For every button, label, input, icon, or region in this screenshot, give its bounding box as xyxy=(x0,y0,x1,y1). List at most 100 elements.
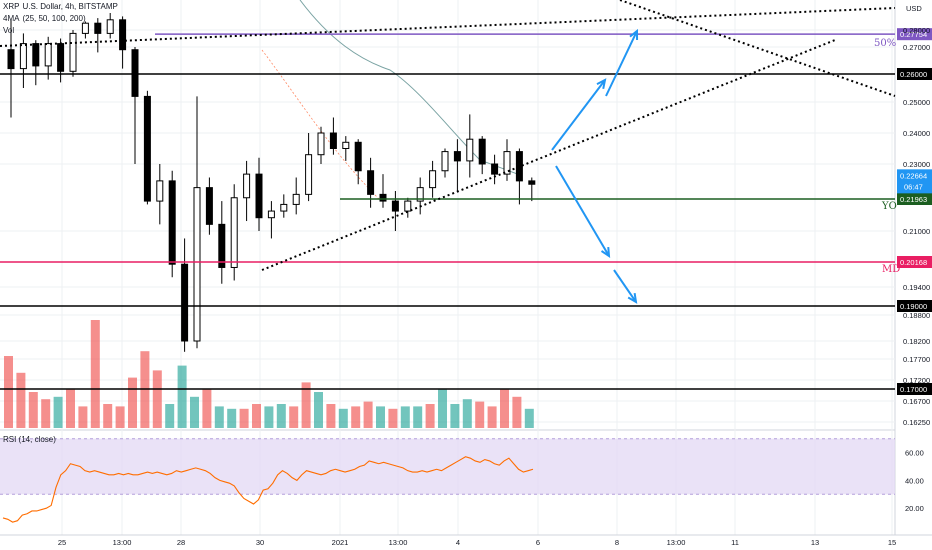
candle-body xyxy=(106,19,114,34)
candle-body xyxy=(441,151,449,172)
level-annotation: YO xyxy=(881,201,897,212)
level-annotation: 50% xyxy=(874,38,896,49)
candle-body xyxy=(515,151,523,182)
price-axis-label: 0.16700 xyxy=(903,397,930,406)
volume-bar xyxy=(301,382,311,428)
time-axis-label: 13:00 xyxy=(667,538,686,547)
volume-bar xyxy=(90,320,100,428)
candle-body xyxy=(379,193,387,202)
price-axis-label: 0.24000 xyxy=(903,129,930,138)
time-axis-label: 2021 xyxy=(332,538,349,547)
rsi-line xyxy=(2,456,534,523)
candle-body xyxy=(478,138,486,165)
volume-bar xyxy=(190,396,199,428)
candle-body xyxy=(230,197,238,268)
candle-body xyxy=(19,43,27,70)
time-axis-label: 6 xyxy=(536,538,540,547)
rsi-legend: RSI (14, close) xyxy=(3,435,59,444)
rsi-label: RSI (14, close) xyxy=(3,435,56,444)
candle-body xyxy=(143,95,151,202)
volume-bar xyxy=(252,404,261,428)
currency-label: USD xyxy=(906,4,922,13)
candle-body xyxy=(429,170,437,189)
time-axis-label: 8 xyxy=(615,538,619,547)
volume-label: Vol xyxy=(3,26,15,35)
time-axis-label: 25 xyxy=(58,538,66,547)
projection-arrow-up-2-head xyxy=(629,28,639,41)
volume-bar xyxy=(438,389,447,428)
candle-body xyxy=(94,22,102,34)
candle-body xyxy=(404,200,412,212)
price-axis-label: 0.18200 xyxy=(903,337,930,346)
volume-bar xyxy=(78,406,88,428)
volume-bar xyxy=(16,372,26,428)
price-level-tag xyxy=(897,28,932,41)
rsi-axis-label: 60.00 xyxy=(905,449,924,458)
candle-body xyxy=(267,210,275,219)
price-level-label: 0.27754 xyxy=(900,30,927,39)
time-axis-label: 11 xyxy=(731,538,739,547)
volume-bar xyxy=(165,404,175,428)
last-price-tag xyxy=(897,169,932,194)
volume-bar xyxy=(425,404,435,428)
candle-body xyxy=(329,132,337,149)
volume-bar xyxy=(239,408,249,428)
price-level-label: 0.17000 xyxy=(900,385,927,394)
candle-body xyxy=(354,141,362,172)
volume-bar xyxy=(128,377,137,428)
symbol-label: XRP xyxy=(3,2,20,11)
chart-legend-indicator: 4MA (25, 50, 100, 200) xyxy=(3,14,89,23)
candle-body xyxy=(466,138,474,162)
volume-bar xyxy=(103,404,113,428)
time-axis-label: 13 xyxy=(811,538,819,547)
volume-bar xyxy=(524,408,534,428)
volume-bar xyxy=(28,392,38,428)
price-axis-label: 0.27000 xyxy=(903,43,930,52)
rsi-axis-label: 20.00 xyxy=(905,504,924,513)
volume-bar xyxy=(66,389,75,428)
price-axis-label: 0.21000 xyxy=(903,227,930,236)
trendline-descending xyxy=(619,0,896,97)
indicator-params: (25, 50, 100, 200) xyxy=(22,14,86,23)
volume-bar xyxy=(376,406,385,428)
price-axis-label: 0.28000 xyxy=(903,26,930,35)
projection-arrow-up-1 xyxy=(551,79,606,151)
volume-bar xyxy=(400,406,410,428)
volume-bar xyxy=(276,404,286,428)
candle-body xyxy=(119,19,127,51)
candle-body xyxy=(243,173,251,199)
volume-bar xyxy=(326,404,336,428)
volume-bar xyxy=(177,365,187,428)
candle-body xyxy=(81,22,89,34)
candle-body xyxy=(453,151,461,162)
price-level-tag xyxy=(897,383,932,395)
candle-body xyxy=(44,43,52,67)
price-level-label: 0.21963 xyxy=(900,195,927,204)
candle-body xyxy=(181,263,189,342)
volume-bar xyxy=(227,408,237,428)
price-axis-label: 0.23000 xyxy=(903,160,930,169)
time-axis-label: 13:00 xyxy=(113,538,132,547)
volume-bar xyxy=(475,401,485,428)
countdown-label: 06:47 xyxy=(904,182,923,191)
volume-bar xyxy=(115,406,125,428)
price-level-tag xyxy=(897,193,932,205)
candle-body xyxy=(367,170,375,195)
projection-arrow-up-2 xyxy=(605,30,638,97)
time-axis-label: 15 xyxy=(888,538,896,547)
chart-legend-symbol: XRP U.S. Dollar, 4h, BITSTAMP xyxy=(3,2,121,11)
volume-bar xyxy=(264,406,274,428)
volume-bar xyxy=(351,406,361,428)
volume-bar xyxy=(152,370,162,428)
candle-body xyxy=(292,193,300,205)
price-axis-label: 0.16250 xyxy=(903,418,930,427)
time-axis-label: 30 xyxy=(256,538,264,547)
volume-bar xyxy=(450,404,460,428)
last-price-label: 0.22664 xyxy=(900,171,927,180)
volume-bar xyxy=(363,401,373,428)
trendline-upper xyxy=(0,7,896,47)
candle-body xyxy=(255,173,263,219)
candle-body xyxy=(280,203,288,212)
